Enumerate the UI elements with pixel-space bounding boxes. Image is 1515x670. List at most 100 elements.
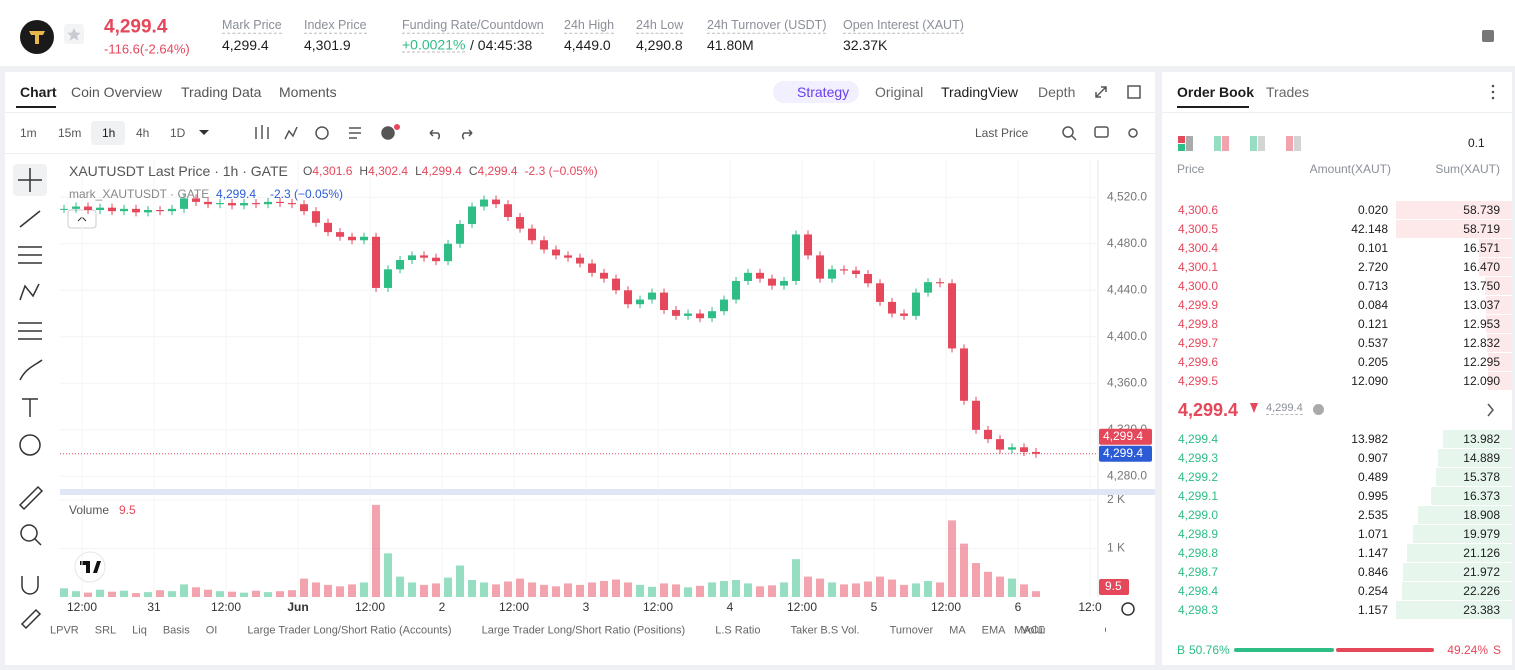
order-book-tab[interactable]: Trades: [1266, 84, 1310, 100]
price-source[interactable]: Last Price: [975, 126, 1029, 140]
order-price[interactable]: 4,300.6: [1178, 203, 1219, 217]
strategy-badge[interactable]: [773, 81, 859, 103]
mark-legend-value: 4,299.4: [216, 187, 257, 201]
view-tab[interactable]: TradingView: [941, 84, 1019, 100]
chart-tab[interactable]: Trading Data: [181, 84, 262, 100]
view-tab[interactable]: Strategy: [797, 84, 850, 100]
column-header: Price: [1177, 162, 1205, 176]
volume-bar: [576, 584, 585, 597]
order-price[interactable]: 4,298.7: [1178, 565, 1219, 579]
toolbar-icons[interactable]: [255, 125, 1138, 141]
order-book-layout-icons[interactable]: [1178, 136, 1301, 151]
fullscreen-icon[interactable]: [1095, 86, 1107, 98]
window-icon[interactable]: [1127, 85, 1141, 99]
favorite-star[interactable]: [67, 28, 81, 41]
candle-body: [1008, 447, 1017, 450]
order-price[interactable]: 4,299.5: [1178, 374, 1219, 388]
timeframe[interactable]: 1D: [170, 126, 186, 140]
timeframe[interactable]: 15m: [58, 126, 82, 140]
volume-bar: [468, 580, 477, 597]
indicator[interactable]: MA: [949, 624, 966, 637]
candle-body: [768, 278, 777, 286]
order-price[interactable]: 4,298.8: [1178, 546, 1219, 560]
volume-value: 9.5: [119, 503, 136, 517]
candle-body: [264, 201, 273, 205]
view-tab[interactable]: Original: [875, 84, 924, 100]
volume-bar: [456, 565, 465, 597]
volume-bar: [108, 591, 117, 597]
order-price[interactable]: 4,299.2: [1178, 470, 1219, 484]
x-tick-label: 12:0: [1078, 600, 1102, 614]
drawing-tools[interactable]: [13, 164, 47, 630]
buy-bar: [1234, 648, 1334, 652]
indicator[interactable]: Turnover: [889, 624, 934, 637]
x-tick-label: 4: [727, 600, 734, 614]
order-price[interactable]: 4,299.0: [1178, 508, 1219, 522]
chevron[interactable]: [1487, 403, 1494, 417]
order-price[interactable]: 4,298.9: [1178, 527, 1219, 541]
order-price[interactable]: 4,299.4: [1178, 432, 1219, 446]
order-book-tab[interactable]: Order Book: [1177, 84, 1255, 100]
depth-bar: [1401, 582, 1512, 600]
volume-bar: [684, 587, 693, 597]
volume-bar: [624, 582, 633, 597]
candle-body: [252, 203, 261, 205]
order-price[interactable]: 4,298.3: [1178, 603, 1219, 617]
timeframe[interactable]: 1h: [102, 126, 116, 140]
timeframe[interactable]: 1m: [20, 126, 37, 140]
volume-bar: [300, 578, 309, 597]
indicator[interactable]: SRL: [94, 624, 117, 637]
indicator[interactable]: LPVR: [50, 624, 79, 637]
order-price[interactable]: 4,300.4: [1178, 241, 1219, 255]
candle-body: [888, 301, 897, 314]
order-price[interactable]: 4,300.5: [1178, 222, 1219, 236]
indicator[interactable]: Basis: [162, 624, 190, 637]
indicator[interactable]: EMA: [981, 624, 1006, 637]
indicator[interactable]: Taker B.S Vol.: [790, 624, 860, 637]
indicator[interactable]: L.S Ratio: [715, 624, 761, 637]
indicator[interactable]: OI: [205, 624, 218, 637]
volume-bar: [924, 580, 933, 597]
candle-body: [360, 236, 369, 241]
dropdown-arrow[interactable]: [199, 130, 209, 135]
order-price[interactable]: 4,299.1: [1178, 489, 1219, 503]
volume-bar: [312, 582, 321, 597]
indicator[interactable]: Liq: [132, 624, 147, 637]
candle-body: [444, 243, 453, 262]
depth-bar: [1396, 220, 1512, 238]
chart-tab[interactable]: Coin Overview: [71, 84, 163, 100]
indicator[interactable]: Large Trader Long/Short Ratio (Accounts): [247, 624, 452, 637]
indicator[interactable]: Large Trader Long/Short Ratio (Positions…: [481, 624, 686, 637]
order-price[interactable]: 4,299.9: [1178, 298, 1219, 312]
volume-bar: [564, 583, 573, 597]
chart-title: XAUTUSDT Last Price · 1h · GATE: [69, 163, 288, 179]
order-price[interactable]: 4,298.4: [1178, 584, 1219, 598]
precision[interactable]: 0.1: [1468, 136, 1485, 150]
stat-value: 4,449.0: [564, 37, 611, 53]
timeframe[interactable]: 4h: [136, 126, 150, 140]
candle-body: [228, 203, 237, 206]
order-price[interactable]: 4,300.0: [1178, 279, 1219, 293]
candle-body: [612, 278, 621, 291]
candle-body: [540, 240, 549, 250]
order-price[interactable]: 4,299.6: [1178, 355, 1219, 369]
volume-bar: [792, 559, 801, 597]
settings-icon[interactable]: [1121, 602, 1135, 616]
candle-body: [684, 313, 693, 316]
indicator-next[interactable]: MACD: [1014, 625, 1044, 637]
order-price[interactable]: 4,299.8: [1178, 317, 1219, 331]
mark-icon: [1313, 404, 1324, 415]
layout-icon[interactable]: [1482, 30, 1494, 42]
tab-underline: [1177, 106, 1249, 108]
order-price[interactable]: 4,299.3: [1178, 451, 1219, 465]
order-price[interactable]: 4,299.7: [1178, 336, 1219, 350]
candle-body: [624, 290, 633, 305]
view-tab[interactable]: Depth: [1038, 84, 1076, 100]
volume-bar: [420, 584, 429, 597]
order-sum: 13.750: [1463, 279, 1500, 293]
chart-tab[interactable]: Chart: [20, 84, 57, 100]
volume-bar: [972, 563, 981, 597]
chart-tab[interactable]: Moments: [279, 84, 337, 100]
order-price[interactable]: 4,300.1: [1178, 260, 1219, 274]
